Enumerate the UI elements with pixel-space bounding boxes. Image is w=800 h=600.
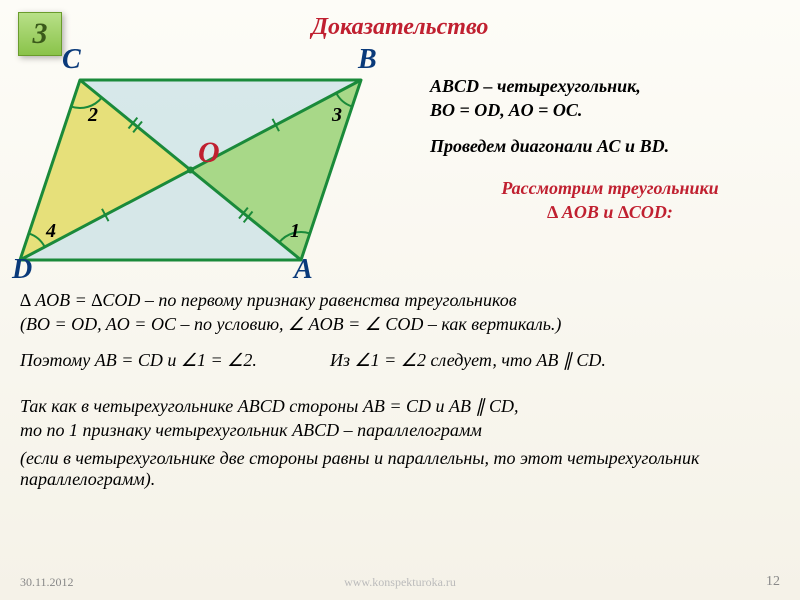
proof-line-2: (BO = OD, AO = OC – по условию, ∠ AOB = … bbox=[20, 314, 780, 335]
diagram-label-n4: 4 bbox=[46, 220, 56, 243]
diagram-label-n3: 3 bbox=[332, 104, 342, 127]
given-line-2: BO = OD, AO = OC. bbox=[430, 100, 790, 121]
proof-line-3b: Из ∠1 = ∠2 следует, что АВ ∥ CD. bbox=[330, 350, 750, 371]
proof-line-6: (если в четырехугольнике две стороны рав… bbox=[20, 448, 780, 490]
proof-line-3a: Поэтому АВ = CD и ∠1 = ∠2. bbox=[20, 350, 320, 371]
proof-line-1: ∆ AOB = ∆COD – по первому признаку равен… bbox=[20, 290, 780, 311]
consider-line-2: ∆ AOB и ∆COD: bbox=[430, 202, 790, 223]
proof-line-5: то по 1 признаку четырехугольник ABCD – … bbox=[20, 420, 780, 441]
given-line-1: ABCD – четырехугольник, bbox=[430, 76, 790, 97]
proof-line-4: Так как в четырехугольнике ABCD стороны … bbox=[20, 396, 780, 417]
page-title: Доказательство bbox=[0, 14, 800, 41]
diagram-label-n1: 1 bbox=[290, 220, 300, 243]
diagram-label-O: O bbox=[198, 136, 220, 170]
diagram-label-A: A bbox=[294, 254, 313, 286]
footer-url: www.konspekturoka.ru bbox=[0, 575, 800, 590]
footer-page: 12 bbox=[766, 574, 780, 590]
geometry-diagram: CBDAO2341 bbox=[10, 50, 425, 285]
diagram-label-C: C bbox=[62, 44, 81, 76]
construction-line: Проведем диагонали АС и BD. bbox=[430, 136, 790, 157]
diagram-label-D: D bbox=[12, 254, 32, 286]
diagram-label-B: B bbox=[358, 44, 377, 76]
consider-line-1: Рассмотрим треугольники bbox=[430, 178, 790, 199]
diagram-label-n2: 2 bbox=[88, 104, 98, 127]
